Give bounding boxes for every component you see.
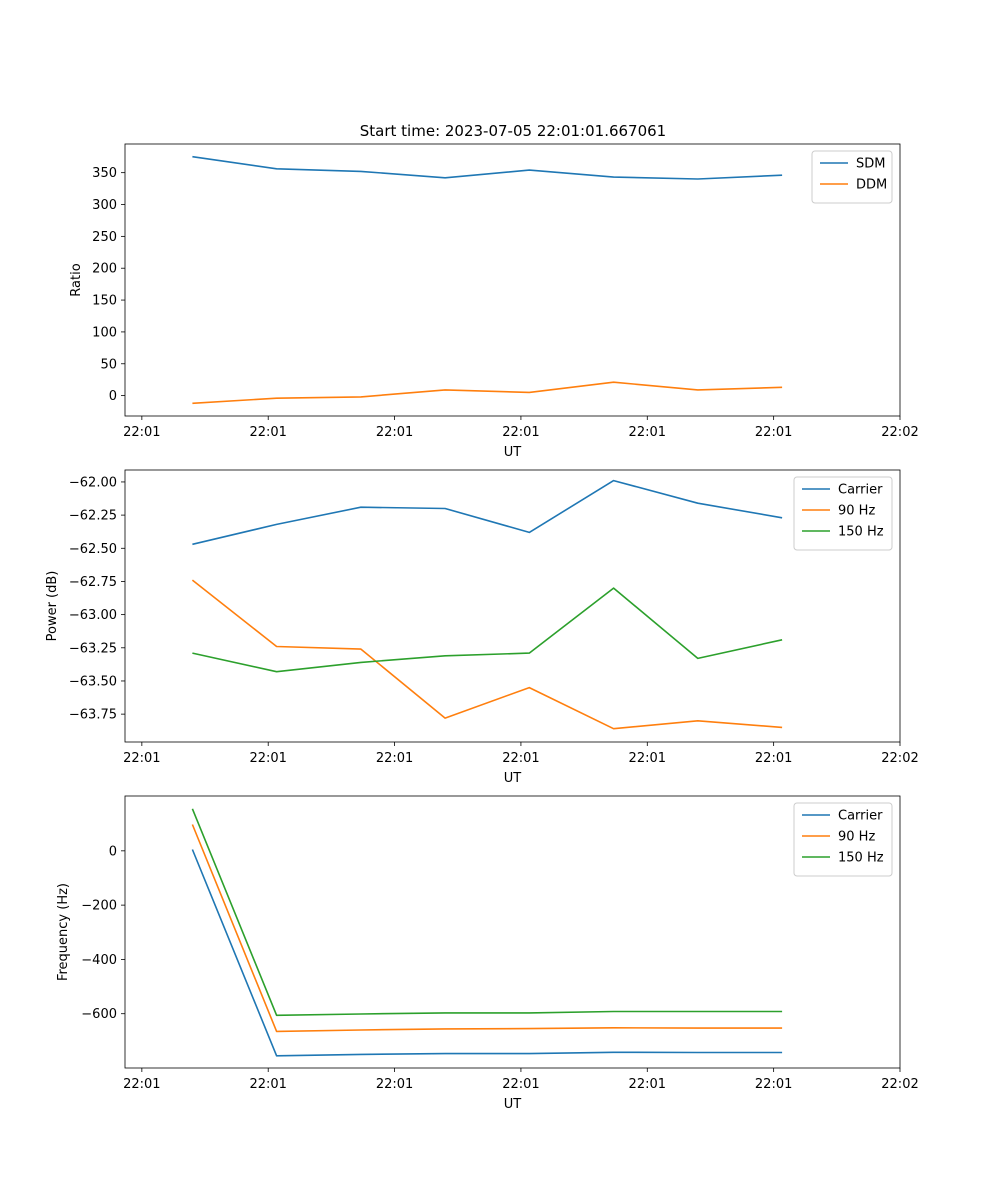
x-axis-label: UT <box>504 1097 522 1112</box>
legend-label: Carrier <box>838 809 883 824</box>
y-tick-label: −62.00 <box>69 475 117 490</box>
y-tick-label: 100 <box>92 325 117 340</box>
x-tick-label: 22:01 <box>123 1077 160 1092</box>
x-tick-label: 22:01 <box>755 1077 792 1092</box>
x-tick-label: 22:01 <box>249 1077 286 1092</box>
legend-label: Carrier <box>838 483 883 498</box>
y-tick-label: 150 <box>92 294 117 309</box>
legend-label: SDM <box>856 157 885 172</box>
series-line-150-hz <box>192 587 783 673</box>
chart-panel-2: 22:01 22:01 22:01 22:01 22:01 22:01 22:02 −63.7… <box>45 469 919 786</box>
series-line-ddm <box>192 381 783 405</box>
x-tick-label: 22:01 <box>629 1077 666 1092</box>
x-tick-label: 22:01 <box>123 751 160 766</box>
y-axis-label: Power (dB) <box>45 571 60 642</box>
y-tick-label: −62.25 <box>69 509 117 524</box>
y-tick-label: 350 <box>92 166 117 181</box>
series-line-carrier <box>192 479 783 546</box>
y-tick-label: −400 <box>81 953 117 968</box>
legend-box <box>811 150 893 204</box>
x-tick-label: 22:02 <box>881 751 918 766</box>
y-tick-label: −63.75 <box>69 708 117 723</box>
plot-area <box>124 143 901 417</box>
y-axis-label: Frequency (Hz) <box>56 883 71 981</box>
x-tick-label: 22:02 <box>881 1077 918 1092</box>
legend: Carrier 90 Hz 150 Hz <box>793 476 893 551</box>
series-line-sdm <box>192 155 783 180</box>
x-tick-label: 22:01 <box>629 425 666 440</box>
y-tick-label: 300 <box>92 198 117 213</box>
y-tick-label: −63.00 <box>69 608 117 623</box>
chart-panel-1: 22:01 22:01 22:01 22:01 22:01 22:01 22:02 0 50 10… <box>69 143 919 460</box>
y-tick-label: −62.50 <box>69 542 117 557</box>
y-tick-label: 200 <box>92 262 117 277</box>
x-tick-label: 22:01 <box>376 1077 413 1092</box>
x-tick-label: 22:01 <box>502 751 539 766</box>
series-line-carrier <box>191 849 783 1057</box>
chart-title: Start time: 2023-07-05 22:01:01.667061 <box>360 122 666 140</box>
y-axis-label: Ratio <box>69 263 84 296</box>
plot-area <box>124 795 901 1069</box>
x-axis-label: UT <box>504 771 522 786</box>
legend-label: 90 Hz <box>838 504 875 519</box>
chart-panel-3: 22:01 22:01 22:01 22:01 22:01 22:01 22:02 −600 −… <box>56 795 919 1112</box>
series-line-90-hz <box>191 824 783 1033</box>
series-line-90-hz <box>191 579 783 730</box>
x-tick-label: 22:01 <box>123 425 160 440</box>
y-tick-label: −200 <box>81 899 117 914</box>
x-tick-label: 22:01 <box>376 751 413 766</box>
y-tick-label: −600 <box>81 1007 117 1022</box>
x-tick-label: 22:01 <box>249 425 286 440</box>
x-tick-label: 22:02 <box>881 425 918 440</box>
legend: SDM DDM <box>811 150 893 204</box>
x-tick-label: 22:01 <box>249 751 286 766</box>
y-tick-label: 0 <box>109 844 117 859</box>
x-axis-label: UT <box>504 445 522 460</box>
x-tick-label: 22:01 <box>755 425 792 440</box>
x-tick-label: 22:01 <box>755 751 792 766</box>
y-tick-label: 50 <box>100 357 117 372</box>
y-tick-label: −62.75 <box>69 575 117 590</box>
x-tick-label: 22:01 <box>629 751 666 766</box>
legend-label: 90 Hz <box>838 830 875 845</box>
y-tick-label: 250 <box>92 230 117 245</box>
legend-label: DDM <box>856 178 887 193</box>
y-tick-label: −63.50 <box>69 674 117 689</box>
legend: Carrier 90 Hz 150 Hz <box>793 802 893 877</box>
legend-label: 150 Hz <box>838 851 884 866</box>
x-tick-label: 22:01 <box>502 1077 539 1092</box>
x-tick-label: 22:01 <box>502 425 539 440</box>
y-tick-label: −63.25 <box>69 641 117 656</box>
series-line-150-hz <box>191 808 783 1017</box>
plot-area <box>124 469 901 743</box>
x-tick-label: 22:01 <box>376 425 413 440</box>
y-tick-label: 0 <box>109 389 117 404</box>
legend-label: 150 Hz <box>838 525 884 540</box>
